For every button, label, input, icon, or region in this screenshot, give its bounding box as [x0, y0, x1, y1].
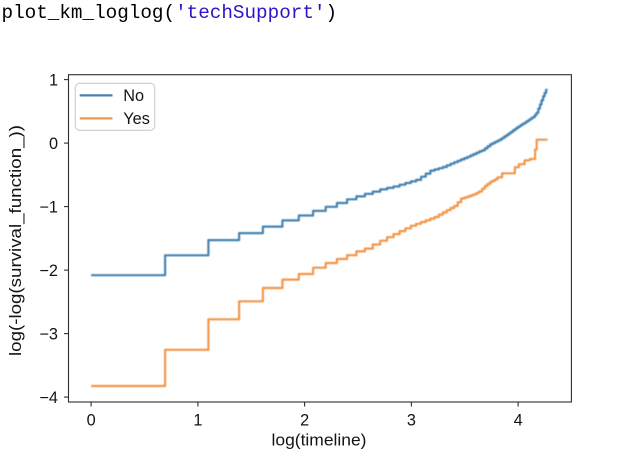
svg-text:3: 3 — [407, 411, 416, 429]
svg-text:2: 2 — [300, 411, 309, 429]
svg-text:log(-log(survival_function_)): log(-log(survival_function_)) — [7, 125, 25, 356]
svg-text:1: 1 — [193, 411, 202, 429]
svg-text:4: 4 — [514, 411, 523, 429]
svg-text:−1: −1 — [39, 199, 58, 217]
svg-text:Yes: Yes — [123, 110, 150, 128]
svg-text:−2: −2 — [39, 262, 58, 280]
svg-text:−4: −4 — [39, 389, 58, 407]
svg-text:−3: −3 — [39, 326, 58, 344]
svg-text:0: 0 — [49, 135, 58, 153]
svg-text:1: 1 — [49, 72, 58, 90]
svg-text:0: 0 — [87, 411, 96, 429]
svg-text:No: No — [123, 87, 144, 105]
svg-text:log(timeline): log(timeline) — [272, 431, 367, 449]
